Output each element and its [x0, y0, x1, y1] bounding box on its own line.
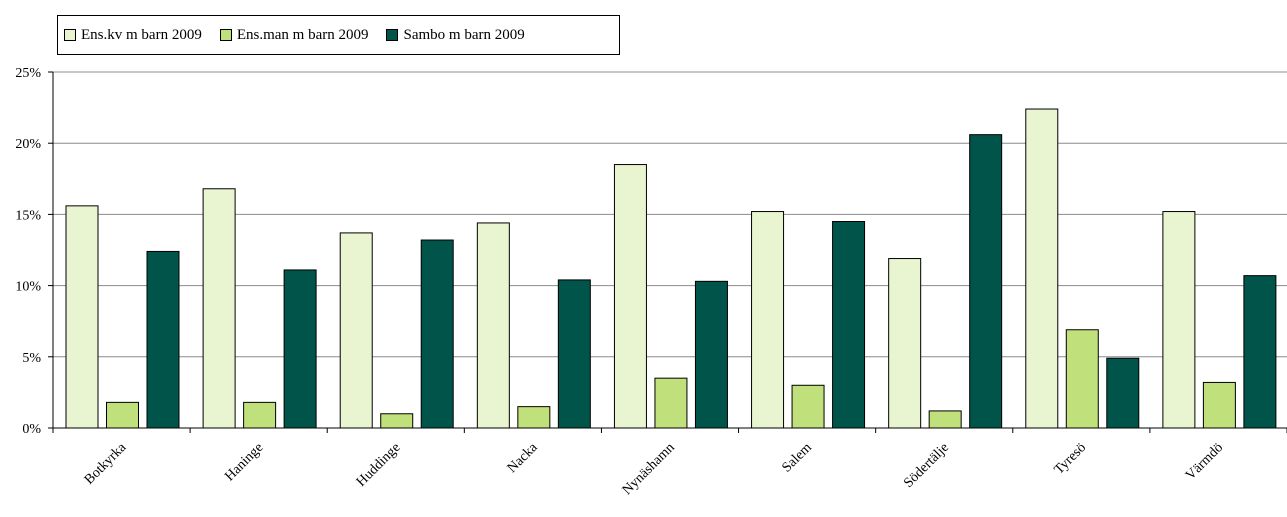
bar [1025, 108, 1059, 429]
bar [146, 250, 180, 429]
bar [106, 401, 139, 429]
legend-swatch-sambo [386, 29, 399, 41]
legend-item-ens-man: Ens.man m barn 2009 [219, 26, 369, 44]
y-tick-label: 20% [15, 137, 41, 152]
bar [1106, 357, 1140, 429]
bar [1202, 381, 1236, 429]
y-tick-label: 15% [15, 208, 41, 223]
bar [654, 377, 688, 429]
bar [613, 164, 647, 429]
bar [832, 221, 866, 429]
y-tick-label: 5% [22, 351, 41, 366]
bar [243, 401, 277, 429]
x-tick-label: Haninge [222, 440, 266, 484]
bar [888, 258, 922, 429]
bar [283, 269, 317, 429]
bar [339, 232, 373, 429]
chart-legend: Ens.kv m barn 2009 Ens.man m barn 2009 S… [57, 15, 620, 55]
legend-label-ens-kv: Ens.kv m barn 2009 [81, 26, 202, 43]
y-tick-label: 0% [22, 422, 41, 437]
bar [380, 413, 414, 429]
bar [202, 188, 236, 429]
bar [928, 410, 962, 429]
bar [1162, 211, 1196, 429]
x-tick-label: Botkyrka [82, 440, 130, 488]
x-tick-label: Tyresö [1052, 440, 1089, 477]
x-tick-label: Nacka [505, 440, 541, 476]
bar [420, 239, 454, 429]
bar [517, 406, 551, 429]
bar [1065, 329, 1099, 429]
bar [694, 280, 728, 429]
x-tick-label: Huddinge [354, 440, 404, 490]
y-tick-label: 25% [15, 66, 41, 81]
legend-swatch-ens-kv [64, 29, 76, 41]
bar [65, 205, 99, 429]
legend-swatch-ens-man [219, 29, 232, 41]
bar [1243, 275, 1277, 429]
legend-label-sambo: Sambo m barn 2009 [403, 26, 525, 43]
legend-label-ens-man: Ens.man m barn 2009 [236, 26, 369, 43]
y-tick-label: 10% [15, 280, 41, 295]
bar [476, 222, 510, 429]
legend-item-sambo: Sambo m barn 2009 [386, 26, 525, 44]
legend-item-ens-kv: Ens.kv m barn 2009 [64, 27, 202, 44]
x-tick-label: Salem [780, 440, 815, 475]
x-tick-label: Värmdö [1183, 440, 1226, 483]
x-tick-label: Södertälje [901, 440, 952, 491]
bar [969, 134, 1003, 429]
bar [751, 211, 785, 429]
bar [557, 279, 591, 429]
x-tick-label: Nynäshamn [620, 440, 678, 498]
bar [791, 384, 825, 429]
